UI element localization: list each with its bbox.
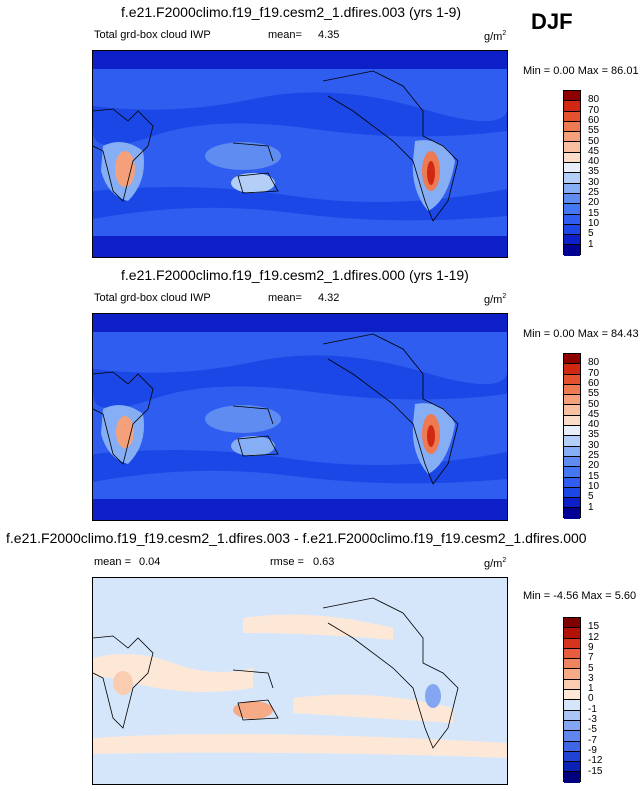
southern-dry-band <box>93 450 507 484</box>
africa-core <box>115 151 135 187</box>
panel-1-colorbar <box>563 90 581 256</box>
colorbar-3-tick-label: 15 <box>588 621 600 633</box>
colorbar-2-tick-label: 40 <box>588 419 600 431</box>
colorbar-2-tick-label: 50 <box>588 398 600 410</box>
colorbar-1-tick-label: 45 <box>588 145 600 157</box>
panel-2-variable: Total grd-box cloud IWP <box>94 292 211 304</box>
panel-2-units: g/m2 <box>484 293 507 306</box>
southern-dry-band <box>93 187 507 221</box>
panel-2-minmax: Min = 0.00 Max = 84.43 <box>523 328 639 340</box>
polar-band-north <box>93 314 507 332</box>
colorbar-1-tick-label: 40 <box>588 156 600 168</box>
diff-positive-patch-1 <box>88 654 253 692</box>
colorbar-2-tick-label: 60 <box>588 377 600 389</box>
colorbar-3-tick-label: -3 <box>588 714 597 725</box>
coastline-2 <box>92 333 459 485</box>
colorbar-1-tick-label: 35 <box>588 166 600 178</box>
panel-3-mean-label: mean = <box>94 556 131 568</box>
colorbar-3-tick-label: 12 <box>588 631 600 643</box>
subtropical-dry-band <box>93 92 508 146</box>
colorbar-2-tick-label: 5 <box>588 491 594 503</box>
panel-1-units: g/m2 <box>484 30 507 43</box>
colorbar-1-tick-label: 50 <box>588 135 600 147</box>
panel-3-minmax: Min = -4.56 Max = 5.60 <box>523 590 637 602</box>
colorbar-3-tick-label: -7 <box>588 734 597 746</box>
panel-3-mean-value: 0.04 <box>139 556 161 568</box>
colorbar-3-tick-label: -9 <box>588 744 597 756</box>
coastline-3 <box>92 597 459 749</box>
colorbar-1-tick-label: 1 <box>588 238 594 250</box>
colorbar-3-tick-label: 7 <box>588 652 594 664</box>
colorbar-1-tick-label: 80 <box>588 94 600 106</box>
panel-1-variable: Total grd-box cloud IWP <box>94 29 211 41</box>
panel-1-mean-value: 4.35 <box>318 29 340 41</box>
colorbar-1-tick-label: 30 <box>588 176 600 188</box>
panel-3-rmse-value: 0.63 <box>313 556 335 568</box>
panel-1-map <box>92 50 508 258</box>
colorbar-3-tick-label: -15 <box>588 765 603 777</box>
colorbar-2-tick-label: 80 <box>588 357 600 369</box>
panel-2-map <box>92 313 508 521</box>
colorbar-1-tick-label: 60 <box>588 114 600 126</box>
panel-3-units: g/m2 <box>484 557 507 570</box>
panel-2-mean-label: mean= <box>268 292 302 304</box>
colorbar-3-tick-label: 3 <box>588 672 594 684</box>
amazon-peak <box>427 161 435 185</box>
colorbar-2-tick-label: 20 <box>588 460 600 472</box>
colorbar-1-tick-label: 10 <box>588 217 600 229</box>
panel-3-map <box>88 577 508 785</box>
diff-positive-patch-2 <box>243 614 393 640</box>
panel-2-mean-value: 4.32 <box>318 292 340 304</box>
subtropical-dry-band <box>93 355 508 409</box>
panel-3-rmse-label: rmse = <box>270 556 304 568</box>
australia <box>231 173 275 193</box>
colorbar-1-tick-label: 25 <box>588 187 600 198</box>
colorbar-2-tick-label: 70 <box>588 367 600 379</box>
panel-2-colorbar <box>563 353 581 519</box>
colorbar-3-tick-label: 0 <box>588 693 594 705</box>
maritime-continent <box>205 405 281 433</box>
season-label: DJF <box>531 9 573 34</box>
colorbar-3-tick-label: 5 <box>588 662 594 674</box>
panel-1-minmax: Min = 0.00 Max = 86.01 <box>523 65 639 77</box>
colorbar-2-tick-label: 30 <box>588 439 600 451</box>
colorbar-1-tick-label: 20 <box>588 197 600 209</box>
diff-positive-patch-4 <box>93 734 507 758</box>
coastline-1 <box>92 70 459 222</box>
panel-1-title: f.e21.F2000climo.f19_f19.cesm2_1.dfires.… <box>121 4 462 20</box>
colorbar-1-tick-label: 55 <box>588 125 600 137</box>
colorbar-3-tick-label: -5 <box>588 724 597 736</box>
colorbar-2-tick-label: 55 <box>588 388 600 400</box>
colorbar-2-tick-label: 15 <box>588 470 600 482</box>
africa-core <box>116 416 134 448</box>
panel-3-title: f.e21.F2000climo.f19_f19.cesm2_1.dfires.… <box>6 530 587 546</box>
polar-band-north <box>93 51 507 69</box>
colorbar-2-tick-label: 25 <box>588 450 600 461</box>
panel-2-title: f.e21.F2000climo.f19_f19.cesm2_1.dfires.… <box>121 267 469 283</box>
amazon-peak <box>427 425 435 447</box>
colorbar-1-tick-label: 15 <box>588 207 600 219</box>
panel-1-mean-label: mean= <box>268 29 302 41</box>
colorbar-3-tick-label: -1 <box>588 703 597 715</box>
colorbar-1-tick-label: 70 <box>588 104 600 116</box>
colorbar-1-tick-label: 5 <box>588 228 594 240</box>
colorbar-3-tick-label: 1 <box>588 683 594 695</box>
diff-australia-positive <box>233 701 273 719</box>
diff-amazon-negative <box>425 684 441 708</box>
colorbar-3-tick-label: -12 <box>588 755 603 767</box>
colorbar-2-tick-label: 35 <box>588 429 600 441</box>
colorbar-3-tick-label: 9 <box>588 641 594 653</box>
maritime-continent <box>205 142 281 170</box>
colorbar-2-tick-label: 10 <box>588 480 600 492</box>
colorbar-2-tick-label: 1 <box>588 501 594 513</box>
diff-positive-patch-3 <box>293 694 453 723</box>
polar-band-south <box>93 236 507 257</box>
polar-band-south <box>93 499 507 520</box>
panel-3-colorbar <box>563 617 581 783</box>
australia <box>231 436 275 456</box>
colorbar-2-tick-label: 45 <box>588 408 600 420</box>
diff-africa-positive <box>113 671 133 695</box>
